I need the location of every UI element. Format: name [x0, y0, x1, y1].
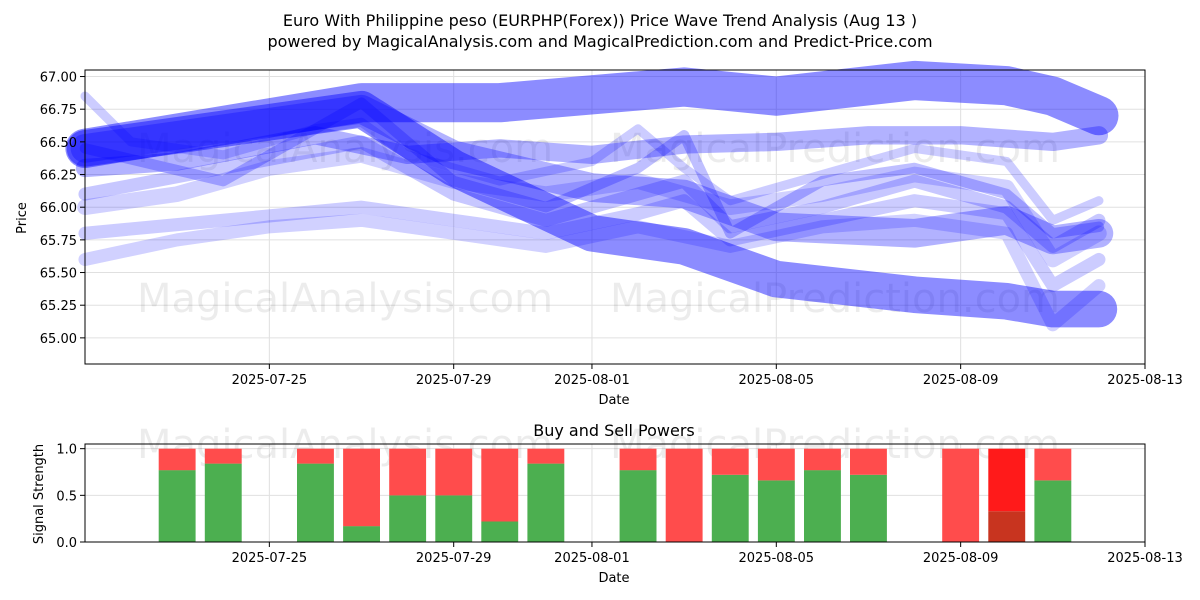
- price-x-tick-label: 2025-08-09: [923, 373, 999, 388]
- signal-y-tick-label: 0.0: [56, 536, 77, 551]
- price-y-tick-label: 65.75: [40, 234, 77, 249]
- signal-axes-frame: [84, 443, 1146, 543]
- price-x-tick-label: 2025-07-29: [416, 373, 492, 388]
- signal-y-tick-label: 0.5: [56, 489, 77, 504]
- price-wave-band: [77, 147, 1107, 268]
- signal-y-axis-label: Signal Strength: [32, 444, 47, 544]
- sell-power-bar: [481, 448, 519, 522]
- sell-power-bar: [527, 448, 565, 464]
- buy-power-bar: [988, 511, 1026, 542]
- price-axes-frame: [84, 69, 1146, 365]
- price-y-tick-label: 66.75: [40, 103, 77, 118]
- sell-power-bar: [665, 448, 703, 542]
- sell-power-bar: [158, 448, 196, 471]
- price-y-tick-label: 65.25: [40, 299, 77, 314]
- buy-power-bar: [435, 495, 473, 542]
- buy-power-bar: [850, 474, 887, 542]
- price-y-tick-label: 65.00: [40, 332, 77, 347]
- buy-power-bar: [297, 463, 334, 542]
- price-x-tick-label: 2025-08-13: [1107, 373, 1183, 388]
- sell-power-bar: [850, 448, 887, 475]
- buy-power-bar: [619, 470, 657, 542]
- signal-panel: Buy and Sell Powers MagicalAnalysis.com …: [32, 421, 1183, 586]
- buy-power-bar: [1034, 480, 1072, 542]
- price-y-tick-label: 65.50: [40, 267, 77, 282]
- sell-power-bar: [204, 448, 242, 464]
- price-wave-band: [70, 94, 1114, 255]
- sell-power-bar: [942, 448, 980, 542]
- price-wave-band: [65, 60, 1119, 168]
- price-wave-band: [75, 126, 1109, 178]
- signal-panel-title: Buy and Sell Powers: [533, 421, 695, 440]
- price-x-tick-label: 2025-07-25: [232, 373, 308, 388]
- signal-x-tick-label: 2025-07-29: [416, 551, 492, 566]
- price-y-axis-label: Price: [15, 202, 30, 234]
- signal-x-axis-label: Date: [598, 571, 629, 586]
- signal-x-tick-label: 2025-08-01: [554, 551, 630, 566]
- sell-power-bar: [619, 448, 657, 471]
- sell-power-bar: [297, 448, 334, 464]
- watermark-prediction-top: MagicalPrediction.com: [610, 126, 1060, 172]
- buy-power-bar: [757, 480, 795, 542]
- price-wave-band: [79, 97, 1105, 239]
- sell-power-bar: [757, 448, 795, 481]
- watermark-analysis-top: MagicalAnalysis.com: [137, 126, 553, 172]
- sell-power-bar: [343, 448, 380, 527]
- price-y-ticks: 65.00 65.25 65.50 65.75 66.00 66.25 66.50 66.75…: [40, 71, 85, 347]
- price-panel: MagicalAnalysis.com MagicalPrediction.co…: [15, 60, 1183, 408]
- price-x-tick-label: 2025-08-01: [554, 373, 630, 388]
- price-x-tick-label: 2025-08-05: [739, 373, 815, 388]
- price-wave-band: [80, 91, 1104, 225]
- buy-power-bar: [481, 521, 519, 542]
- sell-power-bar: [389, 448, 427, 496]
- signal-y-ticks: 0.0 0.5 1.0: [56, 443, 85, 551]
- sell-power-bar: [435, 448, 473, 496]
- sell-power-bar: [988, 448, 1026, 512]
- price-y-tick-label: 66.00: [40, 201, 77, 216]
- price-wave-band: [78, 135, 1106, 253]
- watermark-analysis-mid: MagicalAnalysis.com: [137, 276, 553, 322]
- signal-x-tick-label: 2025-07-25: [232, 551, 308, 566]
- figure-title-line2: powered by MagicalAnalysis.com and Magic…: [267, 32, 932, 51]
- signal-y-tick-label: 1.0: [56, 443, 77, 458]
- price-watermarks: MagicalAnalysis.com MagicalPrediction.co…: [137, 126, 1060, 322]
- buy-power-bar: [804, 470, 841, 542]
- price-y-tick-label: 66.50: [40, 136, 77, 151]
- signal-x-tick-label: 2025-08-05: [739, 551, 815, 566]
- watermark-prediction-mid: MagicalPrediction.com: [610, 276, 1060, 322]
- price-grid: [85, 70, 1146, 364]
- buy-power-bar: [389, 495, 427, 542]
- buy-power-bar: [711, 474, 749, 542]
- price-y-tick-label: 67.00: [40, 71, 77, 86]
- buy-power-bar: [343, 526, 380, 542]
- buy-power-bar: [527, 463, 565, 542]
- price-wave-band: [66, 90, 1118, 328]
- signal-x-tick-label: 2025-08-09: [923, 551, 999, 566]
- price-x-axis-label: Date: [598, 393, 629, 408]
- sell-power-bar: [1034, 448, 1072, 481]
- sell-power-bar: [711, 448, 749, 475]
- figure-title-line1: Euro With Philippine peso (EURPHP(Forex)…: [283, 11, 917, 30]
- sell-power-bar: [804, 448, 841, 471]
- buy-power-bar: [158, 470, 196, 542]
- signal-x-ticks: 2025-07-25 2025-07-29 2025-08-01 2025-08-05…: [232, 542, 1183, 566]
- price-y-tick-label: 66.25: [40, 169, 77, 184]
- price-wave-band: [78, 213, 1106, 332]
- price-waves: [65, 60, 1119, 332]
- buy-power-bar: [204, 463, 242, 542]
- signal-bars: [158, 448, 1072, 542]
- signal-x-tick-label: 2025-08-13: [1107, 551, 1183, 566]
- price-x-ticks: 2025-07-25 2025-07-29 2025-08-01 2025-08-05…: [232, 364, 1183, 388]
- price-wave-band: [78, 194, 1106, 293]
